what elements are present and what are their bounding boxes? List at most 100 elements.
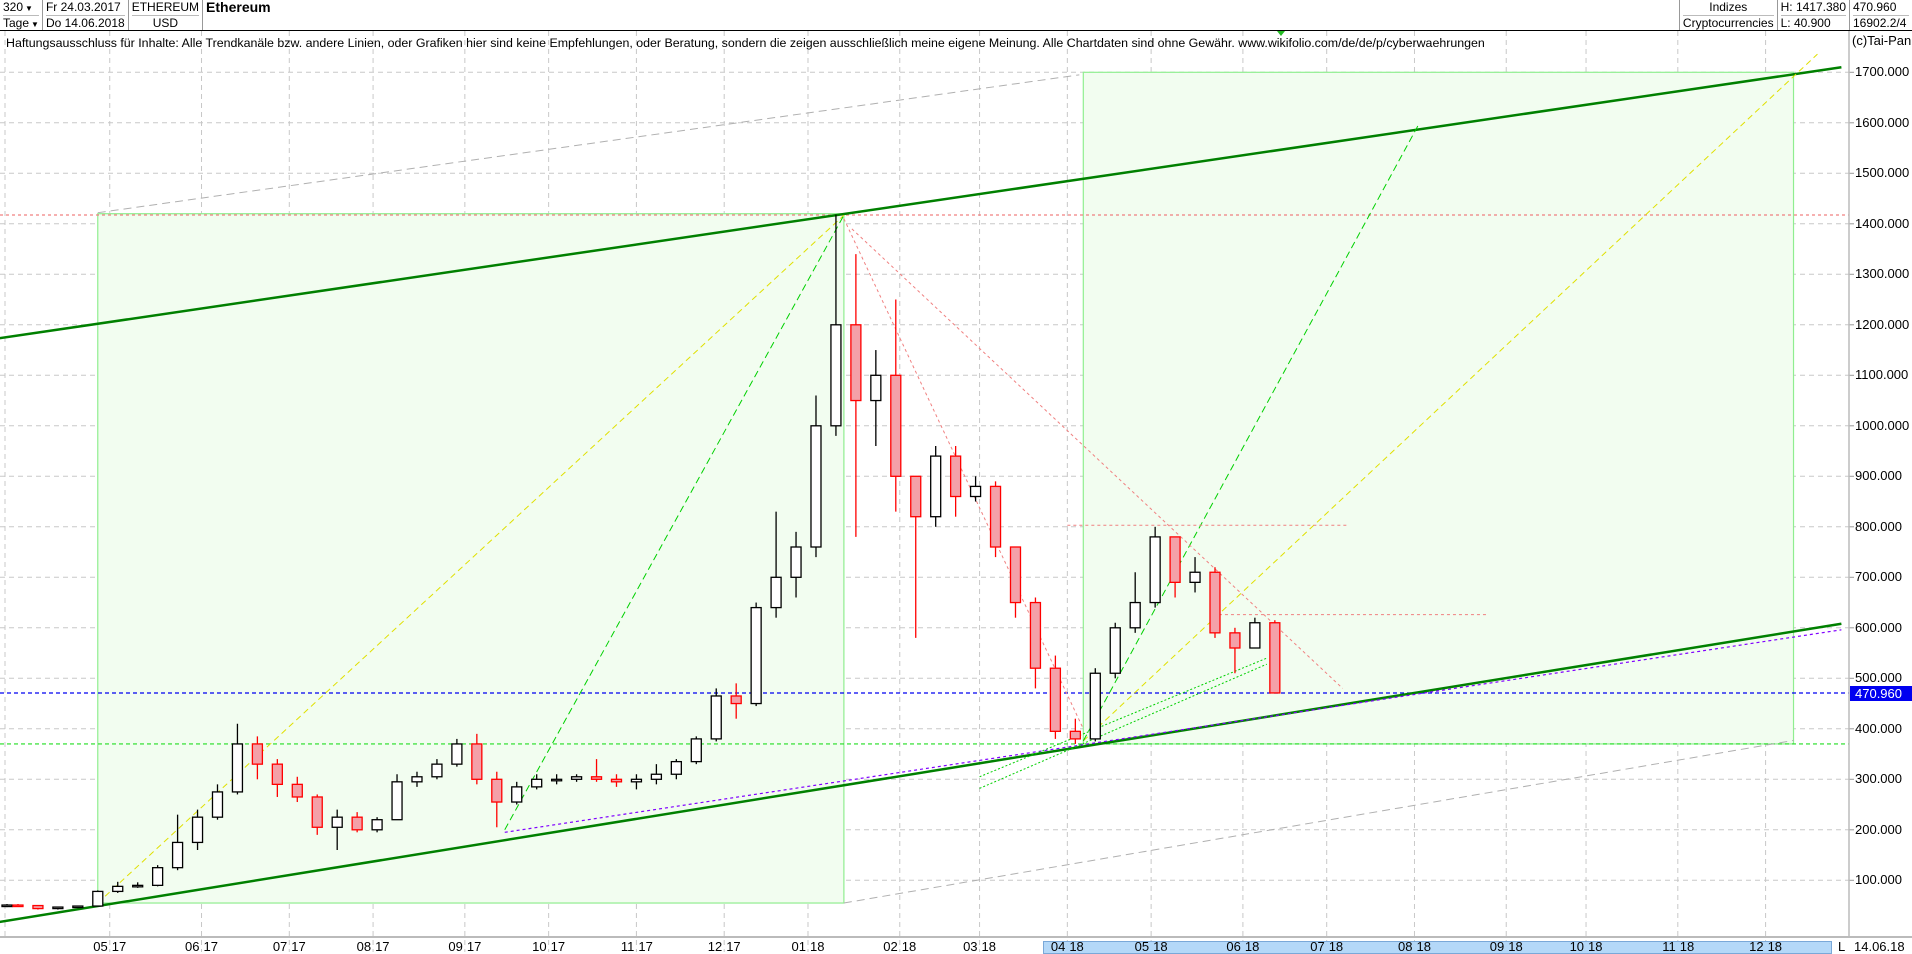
candle-body	[151, 867, 164, 886]
candle	[311, 794, 323, 835]
candle-body	[1209, 571, 1221, 634]
candle-body	[989, 485, 1002, 548]
candle-body	[291, 783, 303, 798]
candle-body	[690, 738, 702, 763]
candle-body	[351, 816, 363, 831]
candle-body	[949, 455, 962, 498]
candle-body	[770, 576, 782, 609]
analysis-boxes	[97, 71, 1795, 904]
candle	[132, 882, 144, 888]
y-tick-label: 100.000	[1855, 872, 1902, 888]
last-price-label: 470.960	[1850, 685, 1912, 701]
trendline-lower-channel	[0, 622, 1842, 924]
candle	[1029, 597, 1042, 689]
candle	[92, 890, 104, 907]
candle	[211, 784, 224, 820]
info-value: 16902.2/4	[1853, 15, 1909, 30]
candle-body	[211, 791, 224, 818]
candle-body	[1129, 601, 1141, 629]
x-tick-month: 12	[1749, 939, 1764, 954]
candle	[251, 736, 264, 780]
trend-lines[interactable]	[0, 53, 1842, 924]
candle	[570, 774, 583, 782]
candle-body	[231, 743, 244, 793]
candle-body	[930, 455, 942, 518]
candle	[112, 881, 124, 893]
candle-body	[1, 904, 13, 908]
from-date[interactable]: Fr 24.03.2017	[45, 0, 121, 14]
candle-body	[72, 905, 84, 909]
y-tick-label: 1500.000	[1855, 165, 1910, 181]
candle	[431, 759, 443, 780]
candle-body	[52, 906, 64, 910]
x-tick-month: 07	[1310, 939, 1325, 954]
to-date[interactable]: Do 14.06.2018	[45, 15, 125, 30]
range-selectors: 320 ▼ Tage ▼	[0, 0, 43, 30]
candle-body	[830, 324, 842, 427]
dropdown-arrow-icon: ▼	[25, 4, 33, 13]
y-tick-label: 1600.000	[1855, 114, 1910, 130]
period-select[interactable]: Tage ▼	[3, 15, 39, 30]
candle	[1149, 526, 1161, 608]
candle-body	[511, 786, 523, 803]
last-value: 470.960	[1853, 0, 1897, 14]
candle	[1229, 627, 1241, 674]
candle	[670, 759, 682, 780]
candle	[870, 350, 882, 446]
candle	[32, 904, 44, 910]
count-select[interactable]: 320 ▼	[3, 0, 39, 15]
candle-body	[431, 763, 443, 778]
candle	[371, 817, 383, 833]
x-tick-year: 17	[726, 939, 741, 954]
candle	[491, 771, 503, 828]
y-tick-label: 500.000	[1855, 669, 1902, 685]
candle-body	[810, 425, 822, 548]
trendline-green-right	[1082, 124, 1419, 742]
candle	[72, 905, 84, 909]
candle-body	[1109, 627, 1121, 674]
candle	[550, 774, 563, 785]
candle-body	[471, 743, 483, 780]
candle	[949, 446, 962, 517]
trendline-upper-channel	[0, 66, 1842, 340]
period-value: Tage	[3, 16, 30, 30]
candle-body	[1149, 536, 1161, 604]
trendline-green-left	[504, 214, 845, 831]
candle	[1069, 718, 1081, 744]
y-tick-label: 1300.000	[1855, 266, 1910, 282]
box-right	[1082, 71, 1795, 745]
trendline-yellow-right	[1082, 53, 1818, 742]
x-tick-year: 18	[1416, 939, 1431, 954]
y-tick-label: 1400.000	[1855, 215, 1910, 231]
candle-body	[531, 778, 543, 788]
y-tick-label: 700.000	[1855, 569, 1902, 585]
candle	[930, 446, 942, 527]
trendline-red-down-2	[851, 228, 1343, 689]
candle	[52, 906, 64, 910]
candle-body	[790, 546, 802, 578]
x-tick-year: 17	[203, 939, 218, 954]
trendline-grey-upper	[97, 74, 1080, 214]
x-tick-month: 10	[532, 939, 547, 954]
name-cell: Ethereum	[203, 0, 274, 30]
y-tick-label: 200.000	[1855, 821, 1902, 837]
y-tick-label: 900.000	[1855, 468, 1902, 484]
y-tick-label: 400.000	[1855, 720, 1902, 736]
candles	[1, 214, 1281, 910]
candle	[1009, 546, 1022, 618]
x-tick-month: 05	[1134, 939, 1150, 954]
candle	[151, 865, 164, 887]
y-tick-label: 1700.000	[1855, 64, 1910, 80]
candle-body	[311, 796, 323, 828]
candle	[610, 774, 623, 787]
y-tick-label: 600.000	[1855, 619, 1902, 635]
mode-label[interactable]: L	[1838, 939, 1846, 954]
x-tick-month: 09	[448, 939, 463, 954]
group: Indizes	[1709, 0, 1748, 14]
x-tick-year: 17	[291, 939, 306, 954]
instrument-name: Ethereum	[206, 0, 271, 15]
candle-body	[890, 374, 902, 477]
candle	[750, 602, 762, 707]
candle-body	[550, 778, 563, 782]
